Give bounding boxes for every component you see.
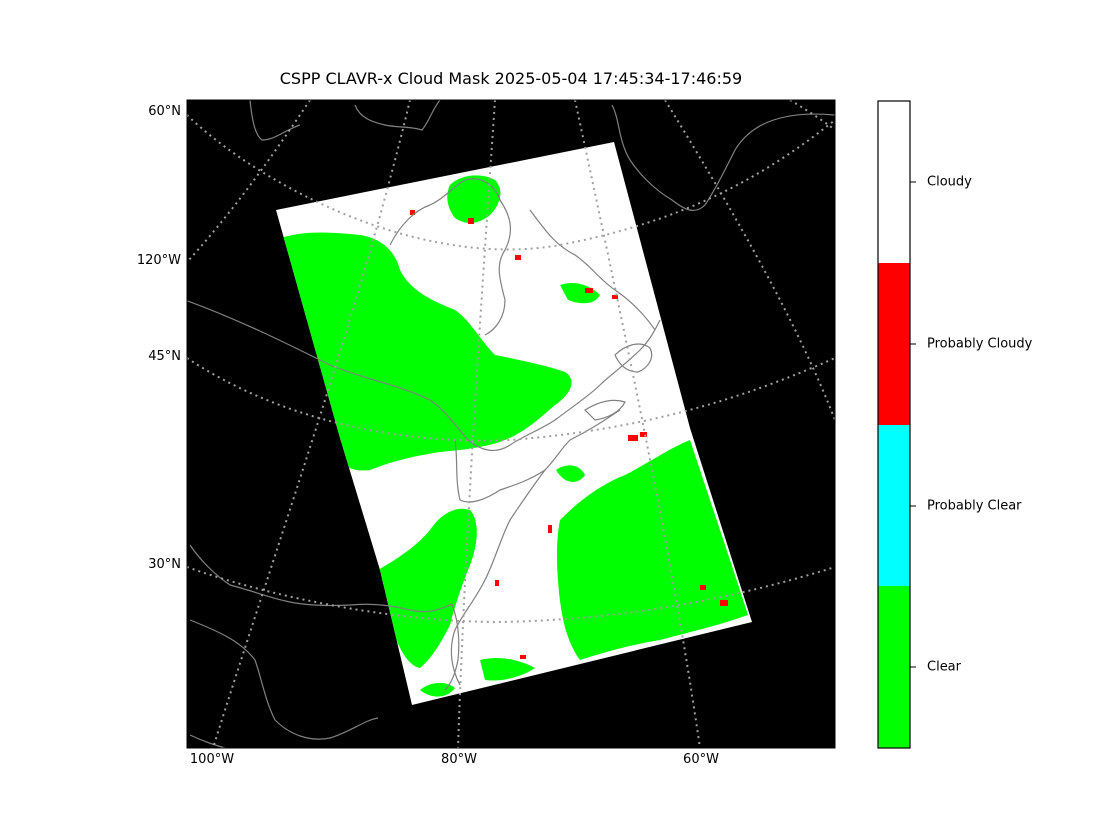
newfoundland <box>614 343 653 373</box>
lon-label-60w: 60°W <box>683 752 719 767</box>
colorbar-segment-probably-cloudy <box>878 263 910 425</box>
colorbar-label-probably-cloudy: Probably Cloudy <box>927 336 1033 352</box>
parallel-60n <box>187 114 835 251</box>
florida-coast <box>444 603 460 691</box>
red-speck-1 <box>628 435 638 441</box>
red-speck-8 <box>700 585 706 590</box>
map-frame <box>186 99 836 749</box>
coastlines <box>187 100 835 748</box>
great-lakes-border <box>187 300 601 452</box>
hudson-bay-coast <box>389 178 512 336</box>
clear-region-scattered-1 <box>420 682 455 697</box>
parallel-30n <box>187 566 835 624</box>
lon-label-100w: 100°W <box>189 752 235 767</box>
us-canada-east <box>599 319 661 386</box>
red-speck-3 <box>585 288 593 293</box>
greenland-coast <box>611 104 835 212</box>
meridian-60w <box>574 100 701 748</box>
colorbar <box>877 100 916 749</box>
clear-region-southeast <box>556 440 748 660</box>
red-speck-11 <box>410 210 415 215</box>
nova-scotia <box>584 399 626 421</box>
red-speck-7 <box>720 600 728 606</box>
clear-region-south-coast <box>480 657 535 681</box>
red-speck-6 <box>515 255 521 260</box>
red-speck-10 <box>520 655 526 659</box>
lat-label-30n: 30°N <box>148 557 181 572</box>
colorbar-frame <box>877 100 911 749</box>
clear-region-scattered-2 <box>556 465 585 482</box>
graticule <box>187 100 835 748</box>
lat-label-60n: 60°N <box>148 104 181 119</box>
colorbar-label-probably-clear: Probably Clear <box>927 498 1022 514</box>
colorbar-label-clear: Clear <box>927 659 961 675</box>
east-coast-us <box>454 409 621 503</box>
clear-region-north <box>447 175 501 223</box>
meridian-20w <box>789 100 835 131</box>
lon-label-120w: 120°W <box>136 253 181 268</box>
probably-cloudy-pixels <box>410 210 728 659</box>
mexico-south <box>189 734 226 748</box>
colorbar-segment-clear <box>878 586 910 748</box>
colorbar-label-cloudy: Cloudy <box>927 174 972 190</box>
canada-arctic <box>249 100 301 141</box>
labrador-coast <box>529 209 656 331</box>
mexico-coast <box>189 619 379 740</box>
arctic-islands <box>354 100 441 131</box>
colorbar-segment-probably-clear <box>878 425 910 586</box>
clear-region-southwest <box>378 508 477 668</box>
lat-label-45n: 45°N <box>148 349 181 364</box>
red-speck-9 <box>548 525 552 533</box>
colorbar-segment-cloudy <box>878 101 910 263</box>
parallel-45n <box>187 357 835 442</box>
red-speck-12 <box>495 580 499 586</box>
red-speck-4 <box>612 295 618 299</box>
map-title: CSPP CLAVR-x Cloud Mask 2025-05-04 17:45… <box>279 69 743 88</box>
red-speck-5 <box>468 218 474 224</box>
gulf-coast <box>189 544 453 613</box>
atlantic-coast <box>450 469 546 686</box>
lon-label-80w: 80°W <box>441 752 477 767</box>
clear-region-west <box>276 232 572 471</box>
red-speck-2 <box>640 432 647 437</box>
clear-regions <box>276 175 748 697</box>
